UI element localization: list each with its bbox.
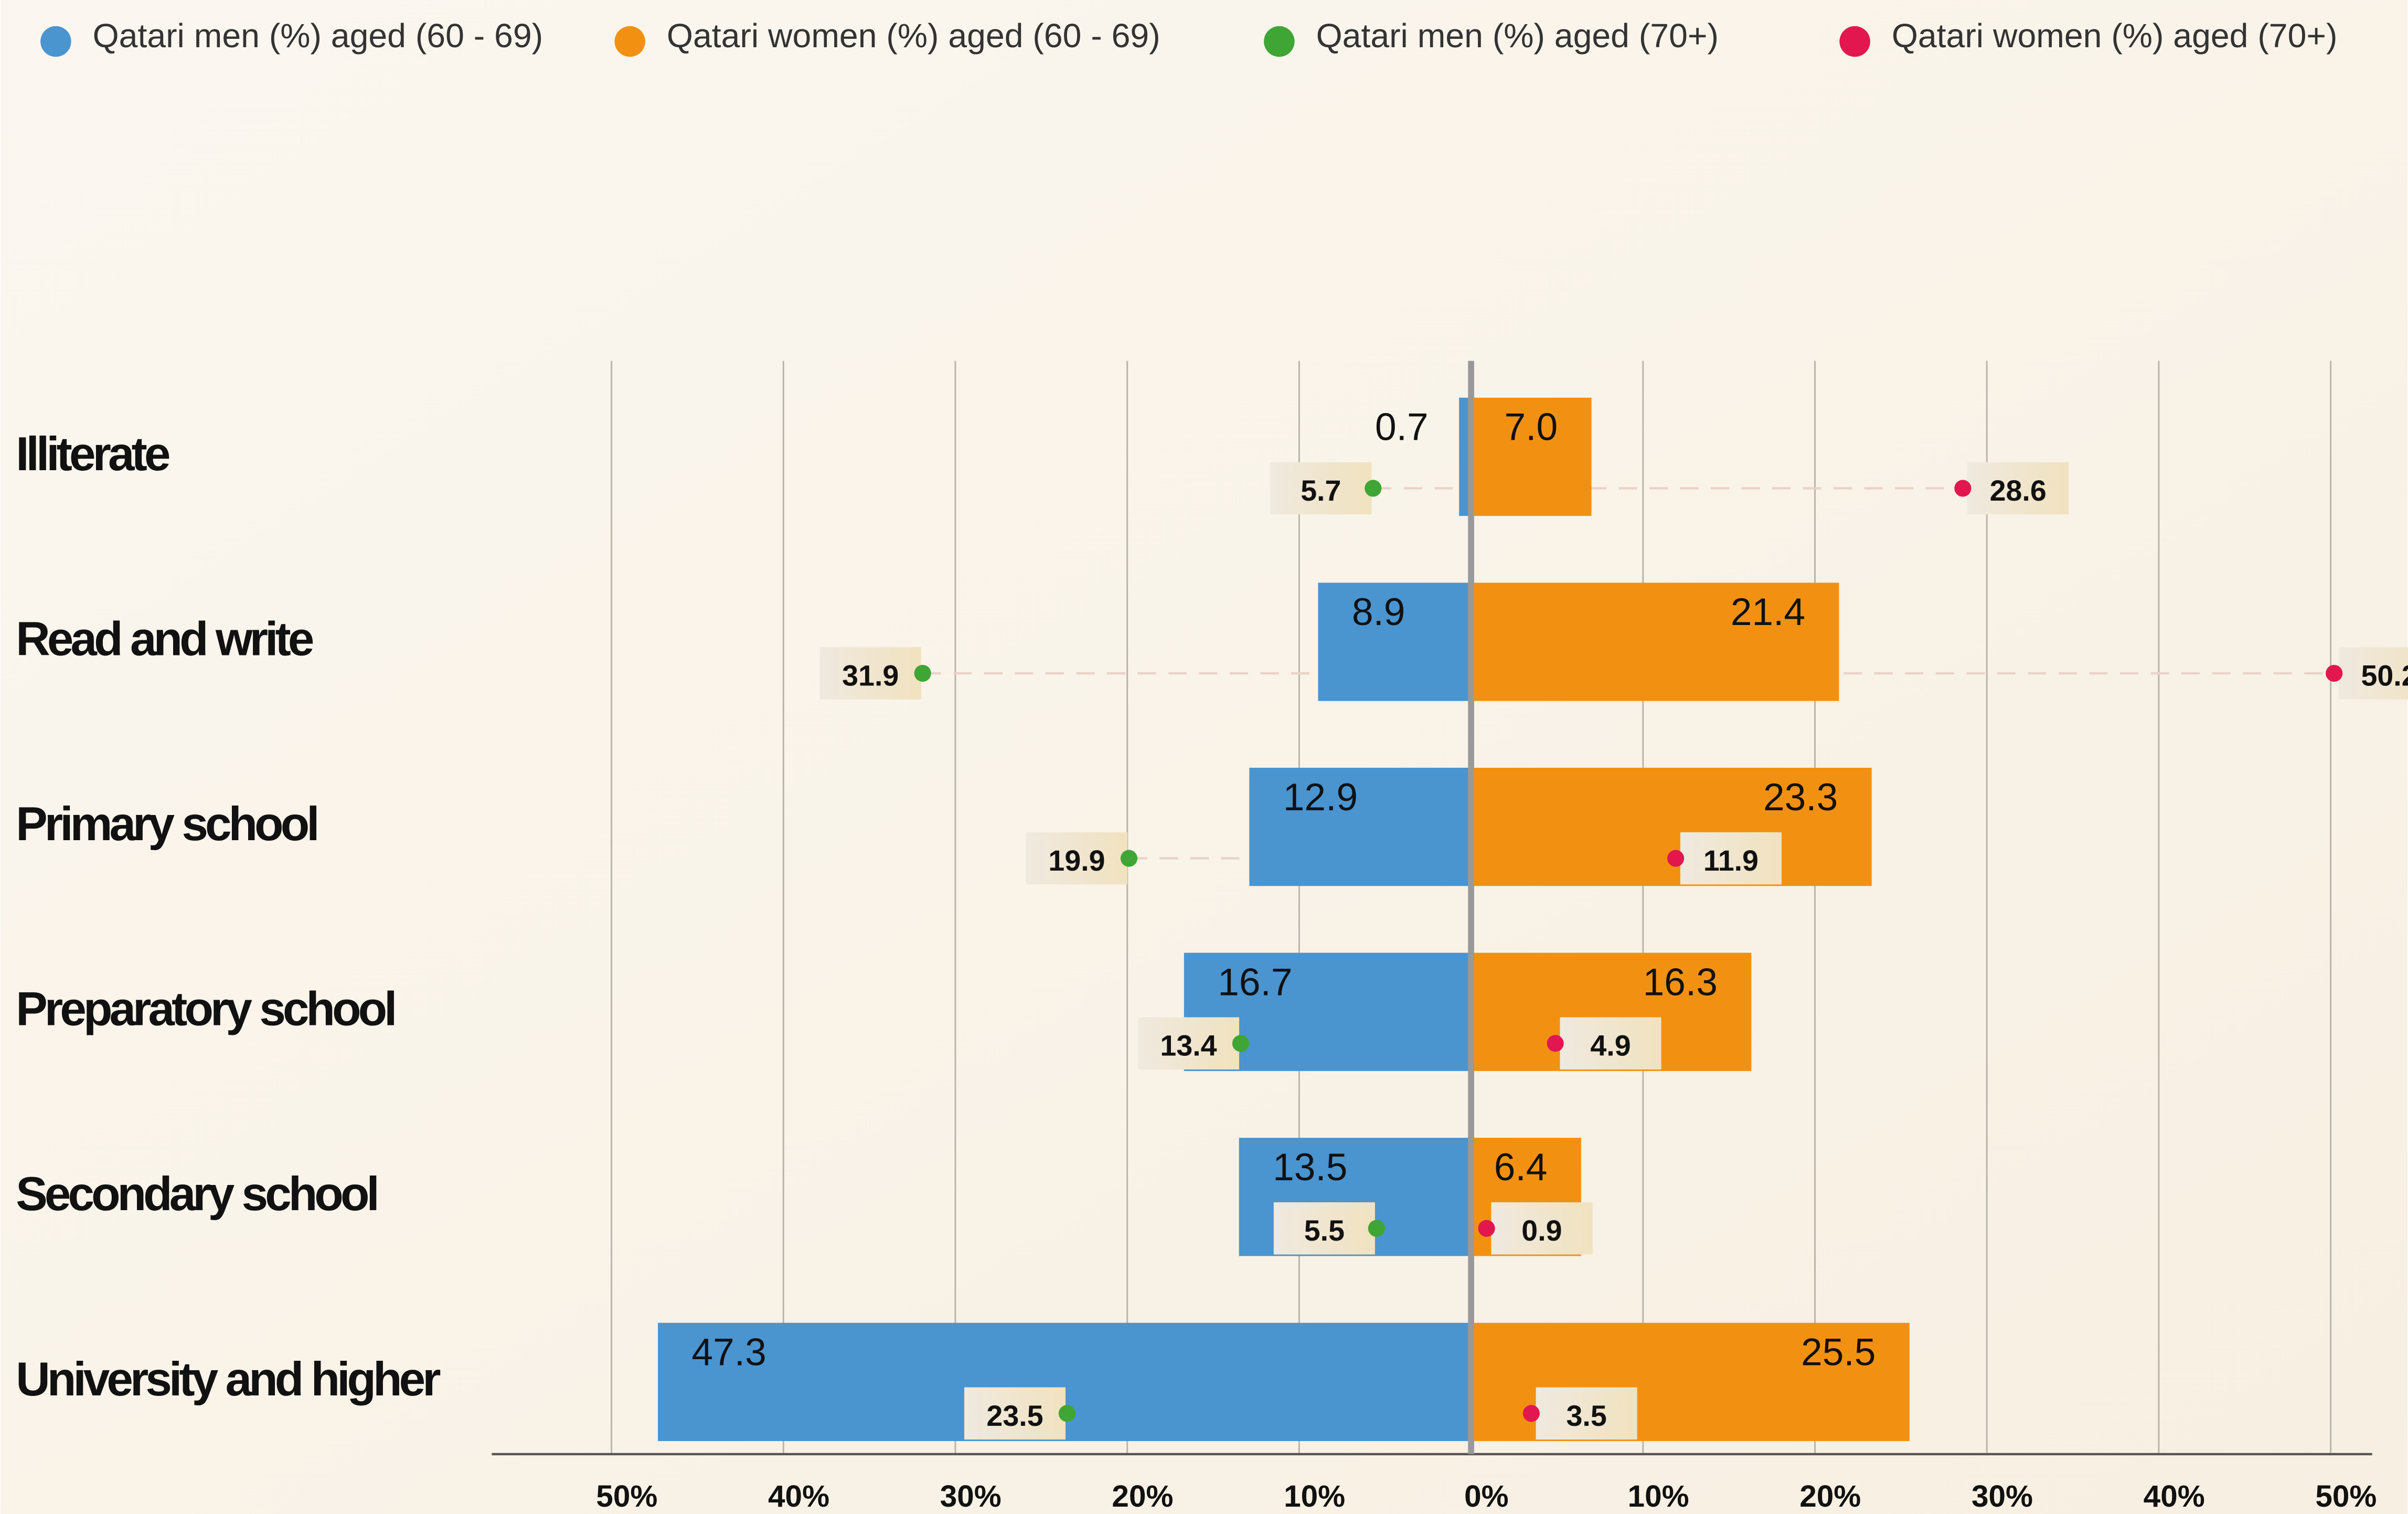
- x-tick-label: 50%: [2315, 1479, 2377, 1513]
- bar: [1249, 767, 1472, 886]
- dot: [1478, 1220, 1495, 1237]
- bar-value-label: 21.4: [1731, 591, 1805, 633]
- bar-value-label: 23.3: [1763, 776, 1838, 819]
- dot-value-label: 11.9: [1703, 844, 1759, 877]
- bar-value-label: 16.3: [1643, 961, 1718, 1003]
- dot-value-label: 50.2: [2361, 660, 2408, 692]
- x-tick-label: 10%: [1284, 1479, 1345, 1513]
- bar: [1471, 397, 1592, 516]
- legend-marker: [1839, 26, 1870, 57]
- dot-value-label: 5.7: [1301, 474, 1341, 507]
- bar-value-label: 25.5: [1801, 1331, 1876, 1373]
- x-tick-label: 40%: [768, 1479, 829, 1513]
- legend-label: Qatari men (%) aged (60 - 69): [93, 17, 543, 55]
- dot: [1365, 480, 1382, 497]
- dot: [2326, 664, 2343, 682]
- dot-label-box: [1026, 832, 1128, 885]
- category-label: Preparatory school: [16, 983, 394, 1036]
- dot-label-box: [964, 1387, 1066, 1440]
- legend-label: Qatari women (%) aged (60 - 69): [667, 17, 1160, 55]
- dot-value-label: 19.9: [1048, 844, 1105, 877]
- x-tick-label: 20%: [1799, 1479, 1861, 1513]
- category-label: Illiterate: [16, 428, 169, 481]
- dot: [1368, 1220, 1385, 1237]
- bar: [1471, 583, 1839, 701]
- legend-marker: [1264, 26, 1295, 57]
- bar-value-label: 6.4: [1494, 1146, 1548, 1189]
- bar: [1471, 767, 1872, 886]
- bar-value-label: 8.9: [1352, 591, 1405, 633]
- bar-value-label: 12.9: [1283, 776, 1358, 819]
- dot-label-box: [1680, 832, 1782, 885]
- dot-label-box: [1137, 1017, 1240, 1070]
- dot: [1667, 850, 1685, 867]
- x-tick-label: 40%: [2144, 1479, 2205, 1513]
- dot-value-label: 5.5: [1304, 1214, 1345, 1247]
- bar-value-label: 47.3: [691, 1331, 766, 1373]
- bar-value-label: 13.5: [1273, 1146, 1347, 1189]
- dot-label-box: [1270, 462, 1372, 515]
- x-tick-label: 50%: [596, 1479, 657, 1513]
- x-tick-label: 0%: [1464, 1479, 1509, 1513]
- category-label: Read and write: [16, 612, 313, 665]
- bar-value-label: 0.7: [1375, 406, 1429, 449]
- category-label: University and higher: [16, 1353, 440, 1406]
- legend-marker: [40, 26, 71, 57]
- dot: [1522, 1405, 1540, 1422]
- bar: [1318, 583, 1472, 701]
- dot-value-label: 23.5: [986, 1400, 1043, 1432]
- dot: [1232, 1035, 1250, 1052]
- dot: [1547, 1035, 1564, 1052]
- dot-label-box: [819, 647, 921, 700]
- x-tick-label: 10%: [1628, 1479, 1689, 1513]
- dot: [1954, 480, 1972, 497]
- dot: [1058, 1405, 1076, 1422]
- dot: [914, 664, 931, 682]
- dot-value-label: 0.9: [1521, 1214, 1562, 1247]
- category-label: Primary school: [16, 798, 316, 851]
- dot-label-box: [1560, 1017, 1661, 1070]
- bar-value-label: 16.7: [1218, 961, 1292, 1003]
- category-label: Secondary school: [16, 1168, 377, 1221]
- legend-marker: [614, 26, 645, 57]
- dot-value-label: 13.4: [1160, 1030, 1217, 1062]
- dot-label-box: [1491, 1202, 1593, 1255]
- dot-value-label: 4.9: [1590, 1030, 1631, 1062]
- dot-label-box: [1273, 1202, 1375, 1255]
- dot-label-box: [2338, 647, 2408, 700]
- bar-value-label: 7.0: [1504, 406, 1558, 449]
- dot-value-label: 31.9: [842, 660, 899, 692]
- x-tick-label: 20%: [1112, 1479, 1173, 1513]
- dot-label-box: [1536, 1387, 1637, 1440]
- x-tick-label: 30%: [940, 1479, 1001, 1513]
- dot-label-box: [1967, 462, 2069, 515]
- dot-value-label: 3.5: [1567, 1400, 1607, 1432]
- legend-label: Qatari men (%) aged (70+): [1316, 17, 1719, 55]
- x-tick-label: 30%: [1972, 1479, 2033, 1513]
- dot-value-label: 28.6: [1990, 474, 2047, 507]
- dot: [1120, 850, 1138, 867]
- legend-label: Qatari women (%) aged (70+): [1892, 17, 2338, 55]
